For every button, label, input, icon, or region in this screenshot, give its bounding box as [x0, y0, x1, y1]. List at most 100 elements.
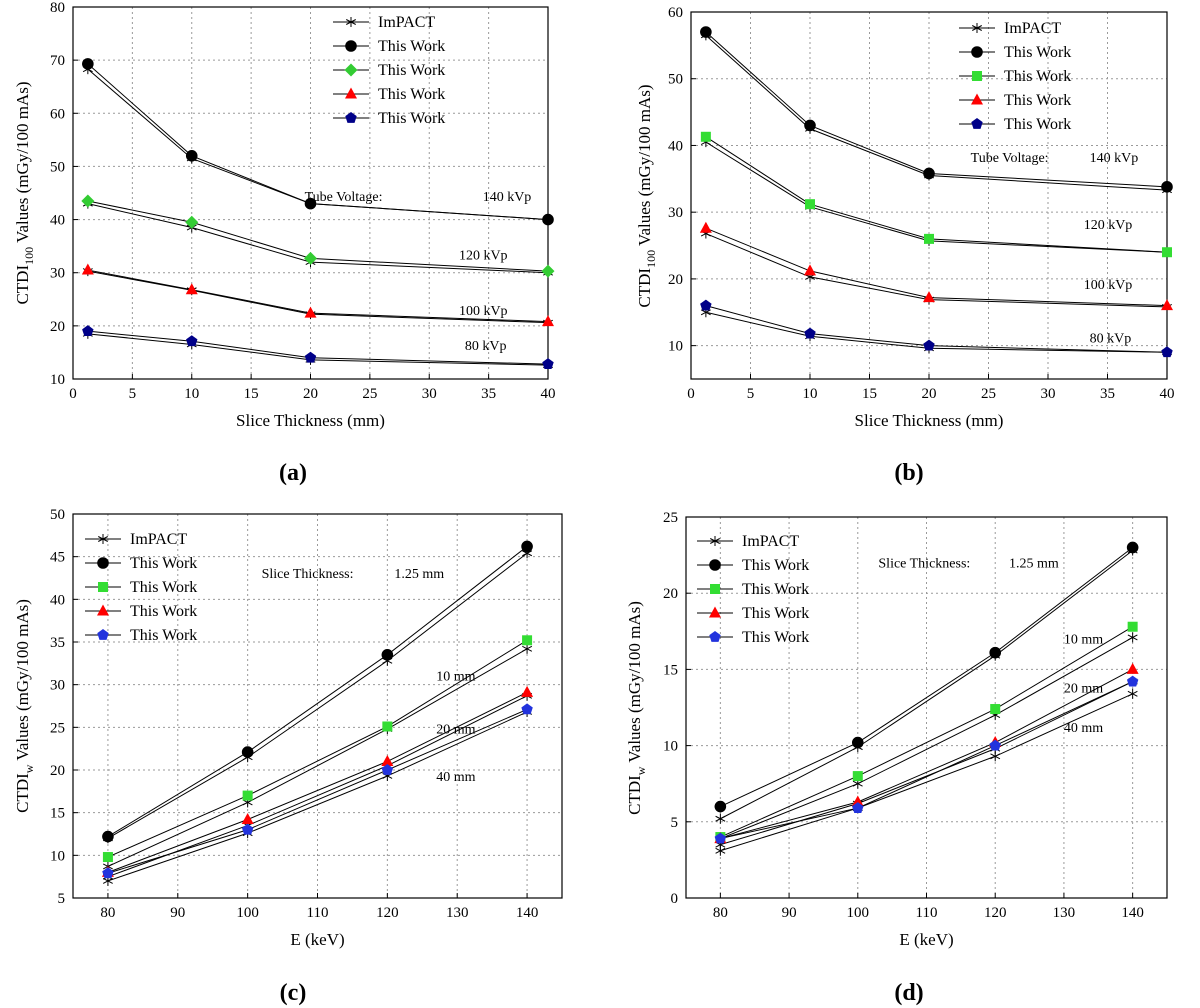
panel-label: (a) [279, 460, 307, 486]
legend-marker [972, 23, 982, 33]
series-group-80-kvp [700, 299, 1173, 358]
thiswork-data-point [924, 233, 934, 244]
y-tick-label: 40 [50, 592, 65, 608]
y-axis-title-subscript: w [22, 764, 36, 773]
legend-label: This Work [742, 605, 809, 622]
thiswork-data-point [382, 721, 393, 732]
thiswork-data-point [990, 704, 1001, 715]
thiswork-data-point [185, 283, 198, 295]
annotation-label: 80 kVp [1090, 331, 1132, 346]
y-axis: 10 20 30 40 50 60 70 80 [50, 0, 78, 388]
thiswork-series-line [720, 681, 1133, 840]
thiswork-data-point [805, 199, 815, 210]
thiswork-data-point [1127, 621, 1138, 632]
y-tick-label: 35 [50, 635, 65, 651]
thiswork-series-line [87, 200, 549, 272]
legend-marker [972, 71, 982, 81]
star-stroke [715, 815, 726, 822]
thiswork-series-line [705, 136, 1168, 253]
y-axis-title-main: CTDI [625, 775, 644, 815]
impact-data-point [715, 845, 726, 856]
x-tick-label: 35 [1100, 386, 1115, 402]
impact-data-point [1127, 688, 1138, 699]
legend-marker [710, 584, 720, 594]
legend-label: ImPACT [742, 533, 799, 550]
legend-label: ImPACT [378, 14, 435, 31]
legend-label: ImPACT [130, 531, 187, 548]
thiswork-data-point [82, 325, 94, 337]
annotation-label: 1.25 mm [394, 567, 444, 582]
legend-label: This Work [1004, 116, 1071, 133]
thiswork-data-point [304, 351, 317, 363]
thiswork-data-point [521, 685, 534, 697]
x-tick-label: 20 [922, 386, 937, 402]
legend-label: This Work [1004, 44, 1071, 61]
x-tick-label: 130 [446, 905, 469, 921]
thiswork-data-point [304, 306, 317, 318]
series-group-80-kvp [82, 325, 554, 371]
chart-panel-1: 0 5 10 15 20 25 30 35 40 10 20 30 40 50 60 70 80 Slice Th… [13, 0, 556, 486]
y-tick-label: 20 [50, 319, 65, 335]
x-tick-label: 100 [847, 905, 870, 921]
star-stroke [1127, 690, 1138, 697]
impact-series-line [87, 203, 549, 274]
impact-series-line [720, 550, 1133, 820]
thiswork-series-line [720, 547, 1133, 808]
annotation-label: 100 kVp [459, 304, 508, 319]
impact-data-point [522, 643, 533, 654]
thiswork-data-point [989, 646, 1002, 659]
thiswork-data-point [699, 221, 712, 233]
y-tick-label: 50 [668, 72, 683, 88]
legend-marker [97, 604, 109, 616]
thiswork-data-point [1162, 247, 1172, 258]
x-tick-label: 35 [481, 386, 496, 402]
star-stroke [990, 753, 1001, 760]
annotation-label: Tube Voltage: [971, 151, 1049, 166]
y-tick-label: 60 [50, 106, 65, 122]
thiswork-data-point [102, 867, 114, 879]
impact-series-line [720, 681, 1133, 846]
star-stroke [346, 19, 356, 25]
legend-label: This Work [742, 581, 809, 598]
x-axis-title: Slice Thickness (mm) [236, 411, 385, 430]
annotation-label: 20 mm [1064, 681, 1103, 696]
y-tick-label: 25 [50, 720, 65, 736]
annotation-label: 80 kVp [465, 339, 507, 354]
thiswork-series-line [87, 269, 549, 323]
thiswork-data-point [714, 800, 727, 813]
impact-series-line [720, 693, 1133, 852]
annotation-label: 1.25 mm [1009, 556, 1059, 571]
y-tick-label: 25 [663, 510, 678, 526]
legend-label: This Work [378, 38, 445, 55]
series-group-100-kvp [699, 221, 1173, 312]
panel-label: (d) [894, 980, 923, 1006]
thiswork-data-point [542, 315, 554, 327]
thiswork-data-point [923, 339, 935, 351]
y-tick-label: 15 [663, 662, 678, 678]
annotation-label: Tube Voltage: [305, 190, 383, 205]
y-tick-label: 40 [50, 213, 65, 229]
legend-label: This Work [1004, 92, 1071, 109]
thiswork-data-point [241, 746, 254, 758]
x-tick-label: 120 [376, 905, 399, 921]
x-tick-label: 30 [1041, 386, 1056, 402]
series-group-10-mm [102, 635, 533, 872]
legend-label: This Work [130, 555, 197, 572]
series-group-120-kvp [700, 131, 1172, 258]
thiswork-data-point [241, 823, 254, 835]
star-stroke [522, 550, 533, 557]
annotations: Tube Voltage: 140 kVp 120 kVp 100 kVp 80 kVp [971, 151, 1139, 346]
thiswork-data-point [542, 358, 554, 369]
y-tick-label: 0 [671, 891, 679, 907]
x-axis-title: E (keV) [899, 930, 953, 949]
thiswork-data-point [1161, 181, 1173, 193]
thiswork-data-point [700, 131, 711, 142]
thiswork-series-line [705, 31, 1168, 188]
series-group-140-kvp [82, 58, 554, 226]
star-stroke [715, 847, 726, 854]
impact-series-line [720, 636, 1133, 840]
legend-label: This Work [1004, 68, 1071, 85]
x-tick-label: 40 [541, 386, 556, 402]
x-axis: 80 90 100 110 120 130 140 [100, 893, 538, 921]
